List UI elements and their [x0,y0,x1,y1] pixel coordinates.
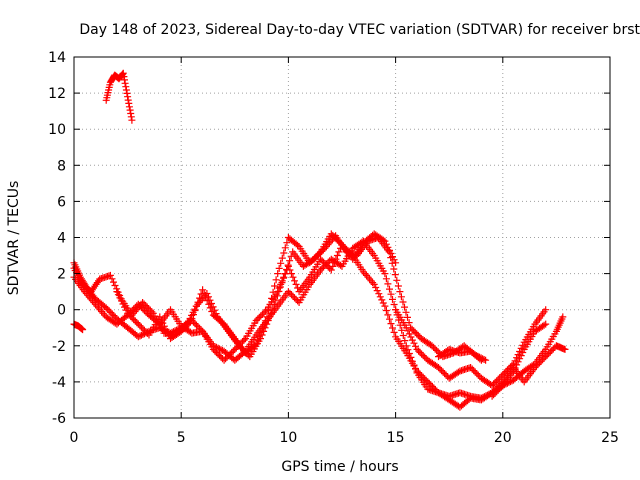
chart-title: Day 148 of 2023, Sidereal Day-to-day VTE… [79,22,640,38]
series-markers [70,241,567,402]
series-s9 [488,320,550,400]
series-markers [70,232,490,364]
y-tick-label: 8 [57,158,66,174]
y-axis-label: SDTVAR / TECUs [6,181,22,296]
x-tick-label: 25 [601,430,619,446]
x-axis-label: GPS time / hours [281,459,398,475]
x-tick-label: 5 [177,430,186,446]
grid-lines [74,57,610,418]
series-markers [488,320,550,400]
data-points [70,69,569,411]
y-tick-label: 14 [48,50,66,66]
series-s6 [113,237,569,411]
x-tick-label: 0 [70,430,79,446]
series-s8 [435,345,485,364]
x-tick-label: 15 [387,430,405,446]
series-s4 [70,232,490,364]
x-tick-label: 20 [494,430,512,446]
series-markers [102,69,136,124]
axis-ticks: -6 -4 -2 0 2 4 6 8 10 12 14 0 5 10 15 20 25 [48,50,619,446]
series-markers [113,237,569,411]
y-tick-label: 12 [48,86,66,102]
series-s1 [102,69,136,124]
y-tick-label: -6 [52,411,66,427]
x-tick-label: 10 [279,430,297,446]
y-tick-label: 6 [57,194,66,210]
y-tick-label: 4 [57,231,66,247]
series-markers [70,320,87,334]
series-s2 [70,320,87,334]
series-markers [392,306,550,389]
y-tick-label: -4 [52,375,66,391]
y-tick-label: -2 [52,339,66,355]
y-tick-label: 2 [57,267,66,283]
series-s5 [70,241,567,402]
series-markers [435,345,485,364]
series-s7 [392,306,550,389]
y-tick-label: 0 [57,303,66,319]
y-tick-label: 10 [48,122,66,138]
